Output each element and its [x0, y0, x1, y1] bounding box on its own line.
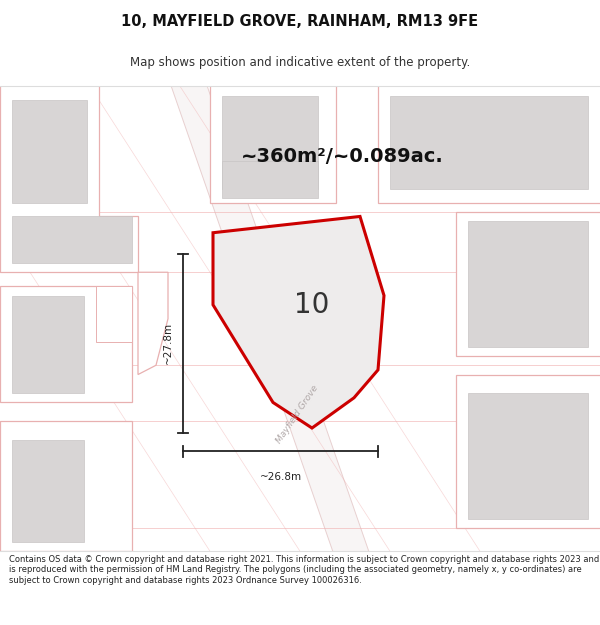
Text: Map shows position and indicative extent of the property.: Map shows position and indicative extent… [130, 56, 470, 69]
Text: ~360m²/~0.089ac.: ~360m²/~0.089ac. [241, 146, 443, 166]
Polygon shape [12, 296, 84, 393]
Text: ~27.8m: ~27.8m [163, 322, 173, 364]
Polygon shape [12, 216, 132, 263]
Polygon shape [468, 393, 588, 519]
Polygon shape [96, 286, 132, 342]
Text: 10, MAYFIELD GROVE, RAINHAM, RM13 9FE: 10, MAYFIELD GROVE, RAINHAM, RM13 9FE [121, 14, 479, 29]
Polygon shape [468, 221, 588, 347]
Text: Contains OS data © Crown copyright and database right 2021. This information is : Contains OS data © Crown copyright and d… [9, 555, 599, 585]
Polygon shape [456, 374, 600, 528]
Polygon shape [168, 77, 372, 561]
Polygon shape [390, 96, 588, 189]
Polygon shape [213, 216, 384, 428]
Polygon shape [0, 286, 132, 402]
Text: 10: 10 [295, 291, 329, 319]
Text: ~26.8m: ~26.8m [259, 472, 302, 482]
Polygon shape [210, 82, 336, 202]
Text: Mayfield Grove: Mayfield Grove [274, 383, 320, 445]
Polygon shape [12, 439, 84, 542]
Polygon shape [222, 96, 318, 189]
Polygon shape [456, 212, 600, 356]
Polygon shape [138, 272, 168, 374]
Polygon shape [222, 161, 318, 198]
Polygon shape [378, 82, 600, 202]
Polygon shape [0, 82, 138, 272]
Polygon shape [0, 421, 132, 551]
Polygon shape [12, 100, 87, 202]
